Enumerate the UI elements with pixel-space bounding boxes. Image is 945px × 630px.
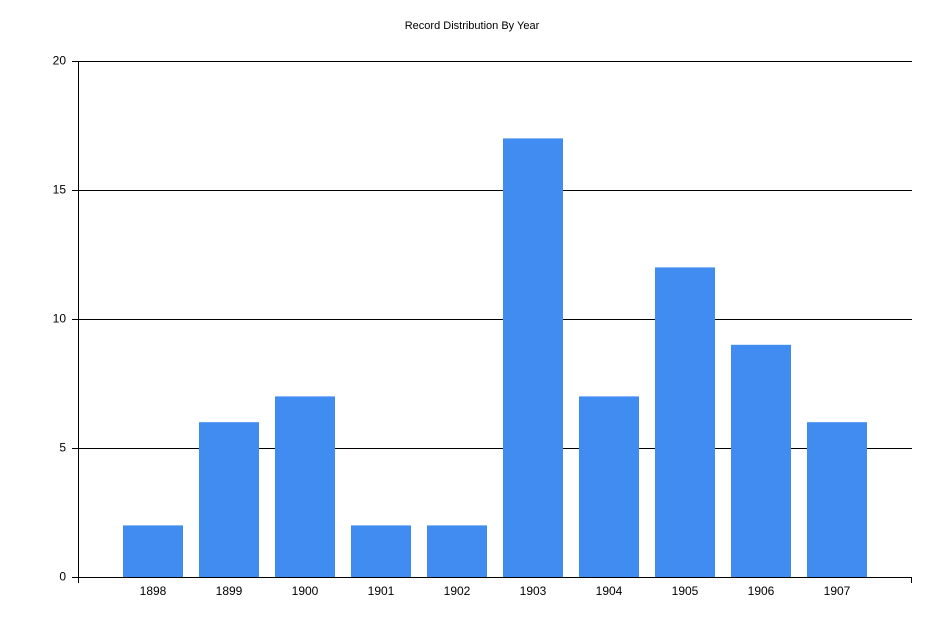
x-tick-label: 1900 <box>292 584 319 598</box>
bar <box>351 525 411 577</box>
bar <box>731 344 791 577</box>
y-tick-label: 15 <box>53 183 67 197</box>
x-tick-label: 1907 <box>824 584 851 598</box>
x-tick-label: 1903 <box>520 584 547 598</box>
bar <box>655 267 715 577</box>
y-tick-label: 10 <box>53 312 67 326</box>
x-tick-label: 1904 <box>596 584 623 598</box>
bar <box>275 396 335 577</box>
y-tick-label: 20 <box>53 54 67 68</box>
bar <box>579 396 639 577</box>
bar <box>199 422 259 577</box>
chart-title: Record Distribution By Year <box>405 20 540 32</box>
y-tick-label: 5 <box>59 441 66 455</box>
bar <box>427 525 487 577</box>
x-tick-label: 1905 <box>672 584 699 598</box>
x-tick-label: 1902 <box>444 584 471 598</box>
bar <box>503 138 563 577</box>
x-tick-label: 1898 <box>140 584 167 598</box>
x-tick-label: 1899 <box>216 584 243 598</box>
x-tick-label: 1901 <box>368 584 395 598</box>
x-tick-label: 1906 <box>748 584 775 598</box>
bar <box>807 422 867 577</box>
y-tick-label: 0 <box>59 570 66 584</box>
bar <box>123 525 183 577</box>
